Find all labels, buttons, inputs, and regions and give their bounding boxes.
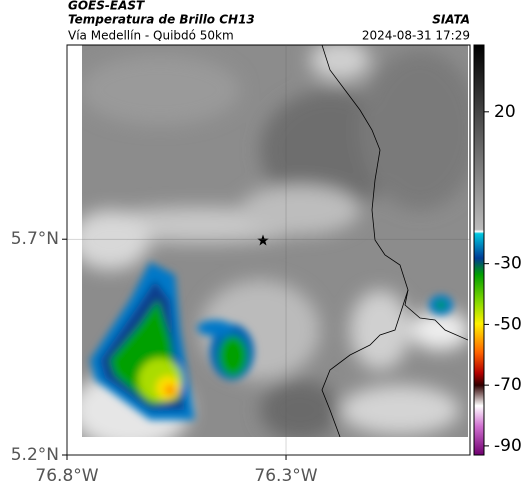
satellite-image	[82, 45, 468, 437]
satellite: GOES-EAST	[68, 0, 145, 13]
x-tick-label: 76.3°W	[254, 466, 317, 486]
x-tick-label: 76.8°W	[35, 466, 98, 486]
product: Temperatura de Brillo CH13	[68, 13, 255, 27]
location-marker	[257, 234, 269, 246]
y-tick-label: 5.7°N	[11, 229, 59, 249]
timestamp: 2024-08-31 17:29	[362, 29, 470, 43]
colorbar-tick-label: -30	[494, 254, 522, 274]
colorbar-tick-label: 20	[494, 102, 516, 122]
colorbar	[473, 44, 485, 456]
region: Vía Medellín - Quibdó 50km	[68, 29, 234, 43]
colorbar-tick-label: -50	[494, 314, 522, 334]
colorbar-tick-label: -90	[494, 436, 522, 456]
colorbar-tick-label: -70	[494, 375, 522, 395]
y-tick-label: 5.2°N	[11, 445, 59, 465]
source: SIATA	[432, 13, 470, 27]
